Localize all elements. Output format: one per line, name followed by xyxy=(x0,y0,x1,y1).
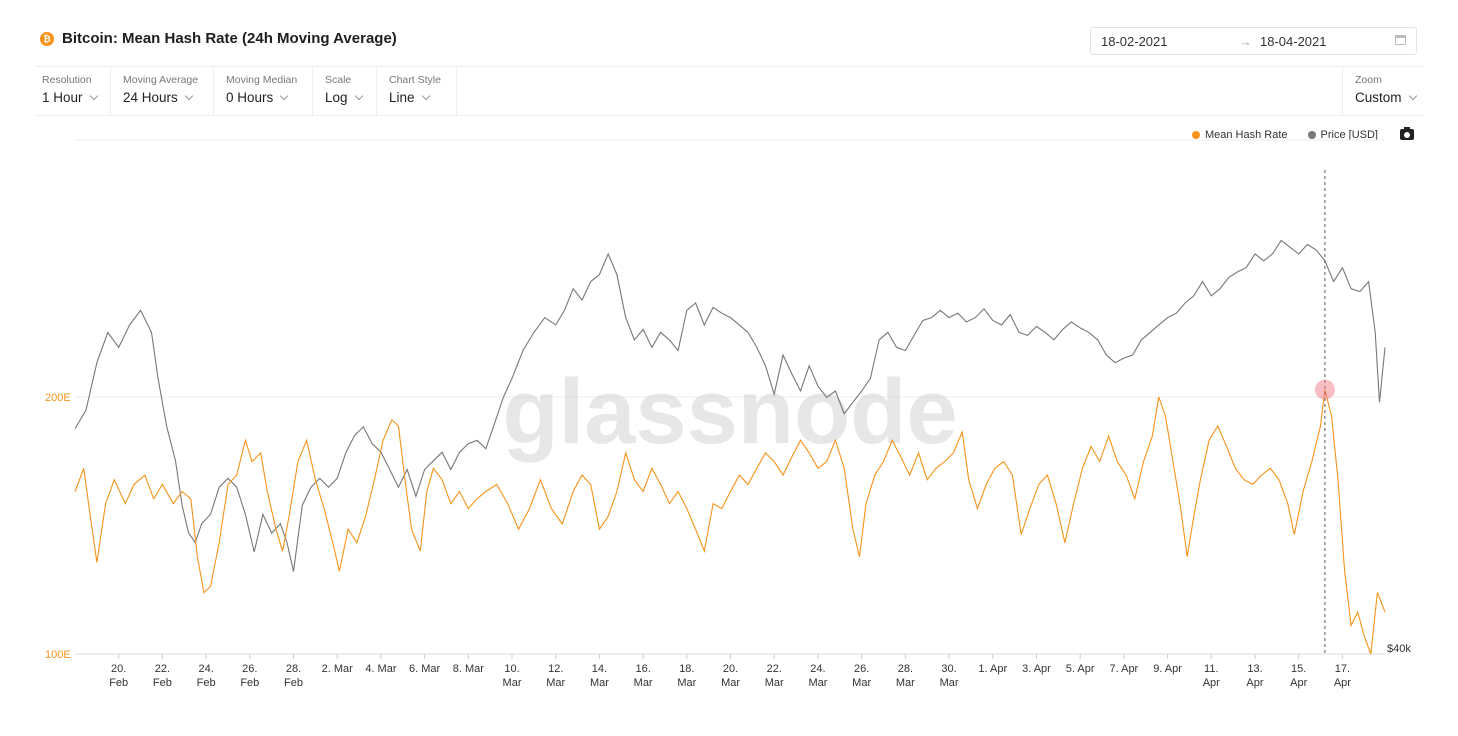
x-tick-label: 28. xyxy=(898,663,913,675)
x-tick-label: 20. xyxy=(111,663,126,675)
x-tick-label: Mar xyxy=(677,677,696,689)
x-tick-label: 5. Apr xyxy=(1066,663,1095,675)
x-tick-label: 30. xyxy=(941,663,956,675)
legend-item-price[interactable]: Price [USD] xyxy=(1307,129,1378,141)
x-tick-label: Mar xyxy=(765,677,784,689)
x-tick-label: 17. xyxy=(1335,663,1350,675)
x-tick-label: 14. xyxy=(592,663,607,675)
zoom-label: Zoom xyxy=(1355,74,1382,86)
x-tick-label: Apr xyxy=(1290,677,1307,689)
series-line-price xyxy=(74,239,1386,572)
x-tick-label: 9. Apr xyxy=(1153,663,1182,675)
x-tick-label: Mar xyxy=(634,677,653,689)
series-line-hash-rate xyxy=(74,389,1386,655)
chart-title: Bitcoin: Mean Hash Rate (24h Moving Aver… xyxy=(62,30,397,47)
x-tick-label: 16. xyxy=(635,663,650,675)
date-range-picker[interactable]: 18-02-2021 → 18-04-2021 xyxy=(1090,27,1417,55)
scale-value[interactable]: Log xyxy=(325,90,348,105)
zoom-select[interactable]: Zoom Custom xyxy=(1342,67,1417,115)
legend-label-price: Price [USD] xyxy=(1320,129,1378,141)
x-tick-label: 20. xyxy=(723,663,738,675)
x-tick-label: 6. Mar xyxy=(409,663,441,675)
x-tick-label: 2. Mar xyxy=(322,663,354,675)
legend-dot-hash-rate xyxy=(1191,131,1200,139)
date-from[interactable]: 18-02-2021 xyxy=(1101,33,1168,49)
x-tick-label: Mar xyxy=(896,677,915,689)
moving-median-select[interactable]: Moving Median 0 Hours xyxy=(214,67,313,115)
date-to[interactable]: 18-04-2021 xyxy=(1260,33,1327,49)
watermark-text: glassnode xyxy=(502,361,957,463)
x-tick-label: 1. Apr xyxy=(978,663,1007,675)
chart-style-value[interactable]: Line xyxy=(389,90,415,105)
x-tick-label: 22. xyxy=(767,663,782,675)
x-tick-label: Apr xyxy=(1203,677,1220,689)
x-tick-label: Feb xyxy=(240,677,259,689)
moving-average-value[interactable]: 24 Hours xyxy=(123,90,178,105)
zoom-value[interactable]: Custom xyxy=(1355,90,1402,105)
resolution-label: Resolution xyxy=(42,74,92,86)
camera-icon[interactable] xyxy=(1400,127,1414,140)
moving-median-value[interactable]: 0 Hours xyxy=(226,90,274,105)
x-tick-label: 24. xyxy=(810,663,825,675)
x-tick-label: 8. Mar xyxy=(453,663,485,675)
x-tick-label: Mar xyxy=(503,677,522,689)
x-tick-label: 26. xyxy=(242,663,257,675)
x-tick-label: Feb xyxy=(153,677,172,689)
chart-header: ₿ Bitcoin: Mean Hash Rate (24h Moving Av… xyxy=(40,27,1418,55)
scale-label: Scale xyxy=(325,74,352,86)
x-tick-label: 18. xyxy=(679,663,694,675)
x-tick-label: 11. xyxy=(1204,663,1218,675)
moving-median-label: Moving Median xyxy=(226,74,298,86)
x-tick-label: Feb xyxy=(284,677,303,689)
left-axis-tick-label: 100E xyxy=(45,649,71,661)
x-tick-label: Apr xyxy=(1246,677,1263,689)
x-tick-label: Mar xyxy=(852,677,871,689)
resolution-select[interactable]: Resolution 1 Hour xyxy=(36,67,111,115)
x-tick-label: 24. xyxy=(198,663,213,675)
right-axis-tick-label: $40k xyxy=(1387,643,1411,655)
resolution-value[interactable]: 1 Hour xyxy=(42,90,83,105)
bitcoin-icon: ₿ xyxy=(40,31,54,46)
chart-legend: Mean Hash Rate Price [USD] xyxy=(1172,129,1378,141)
x-tick-label: Feb xyxy=(197,677,216,689)
x-tick-label: 3. Apr xyxy=(1022,663,1051,675)
x-tick-label: Mar xyxy=(546,677,565,689)
left-axis-tick-label: 200E xyxy=(45,392,71,404)
x-tick-label: Feb xyxy=(109,677,128,689)
legend-label-hash-rate: Mean Hash Rate xyxy=(1204,129,1288,141)
legend-dot-price xyxy=(1307,131,1316,139)
x-tick-label: 13. xyxy=(1247,663,1262,675)
x-tick-label: Mar xyxy=(940,677,959,689)
chart-style-label: Chart Style xyxy=(389,74,441,86)
legend-item-hash-rate[interactable]: Mean Hash Rate xyxy=(1191,129,1288,141)
arrow-right-icon: → xyxy=(1239,33,1252,49)
x-tick-label: 28. xyxy=(286,663,301,675)
x-tick-label: Mar xyxy=(590,677,609,689)
hover-marker xyxy=(1314,379,1335,400)
title-wrap: ₿ Bitcoin: Mean Hash Rate (24h Moving Av… xyxy=(40,30,397,47)
x-tick-label: 12. xyxy=(548,663,563,675)
x-tick-label: 15. xyxy=(1291,663,1306,675)
x-tick-label: 26. xyxy=(854,663,869,675)
moving-average-select[interactable]: Moving Average 24 Hours xyxy=(111,67,214,115)
x-tick-label: Mar xyxy=(721,677,740,689)
scale-select[interactable]: Scale Log xyxy=(313,67,377,115)
x-tick-label: 10. xyxy=(504,663,519,675)
x-tick-label: 4. Mar xyxy=(365,663,397,675)
chart-toolbar: Resolution 1 Hour Moving Average 24 Hour… xyxy=(36,66,1424,116)
chart-style-select[interactable]: Chart Style Line xyxy=(377,67,457,115)
x-tick-label: Mar xyxy=(808,677,827,689)
calendar-icon[interactable] xyxy=(1395,35,1406,45)
x-tick-label: 22. xyxy=(155,663,170,675)
x-tick-label: Apr xyxy=(1334,677,1351,689)
x-tick-label: 7. Apr xyxy=(1109,663,1138,675)
moving-average-label: Moving Average xyxy=(123,74,199,86)
